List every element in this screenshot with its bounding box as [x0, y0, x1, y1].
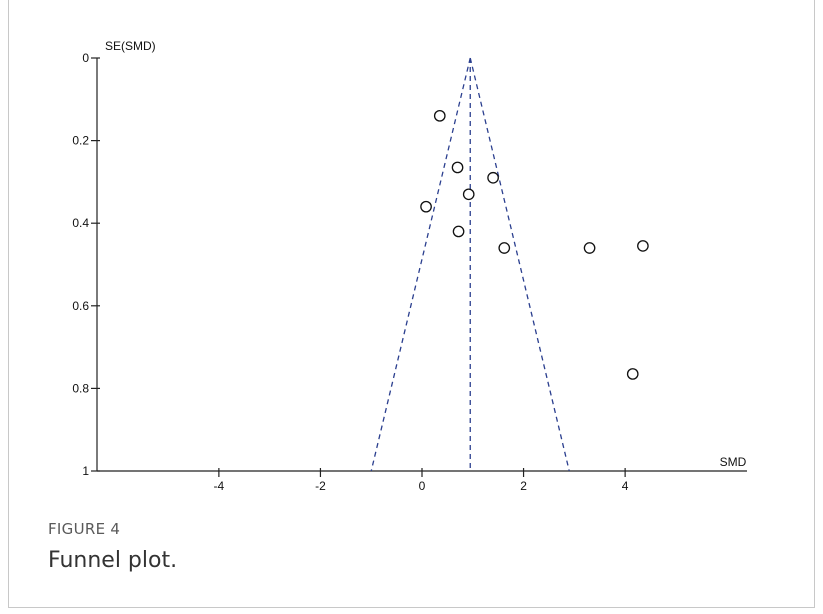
y-tick-label: 0.6: [72, 299, 89, 313]
study-point: [420, 200, 432, 213]
study-point: [626, 368, 639, 380]
y-tick-label: 0: [82, 51, 89, 65]
study-point: [433, 109, 446, 122]
x-axis-label: SMD: [720, 455, 747, 469]
study-point: [462, 188, 475, 201]
y-tick-label: 0.2: [72, 134, 89, 148]
study-point: [487, 171, 499, 184]
x-tick-label: 0: [419, 479, 426, 493]
x-tick-label: 2: [520, 479, 527, 493]
y-tick-label: 0.8: [72, 381, 89, 395]
study-point: [583, 242, 596, 254]
y-ticks: 0 0.2 0.4 0.6 0.8 1: [72, 51, 100, 478]
funnel-lines: [370, 57, 570, 472]
y-tick-label: 0.4: [72, 216, 89, 230]
x-ticks: -4 -2 0 2 4: [214, 468, 629, 493]
y-tick-label: 1: [82, 464, 89, 478]
study-point: [637, 240, 649, 252]
x-tick-label: 4: [622, 479, 629, 493]
funnel-right-bound: [469, 57, 570, 472]
study-points: [420, 109, 649, 380]
funnel-left-bound: [370, 57, 471, 472]
y-axis-label: SE(SMD): [105, 39, 156, 53]
x-tick-label: -2: [315, 479, 326, 493]
study-point: [498, 242, 511, 254]
x-tick-label: -4: [214, 479, 225, 493]
axes: [96, 58, 747, 472]
study-point: [452, 225, 465, 238]
figure-caption: Funnel plot.: [48, 548, 178, 573]
figure-label: FIGURE 4: [48, 520, 121, 538]
study-point: [451, 161, 464, 174]
